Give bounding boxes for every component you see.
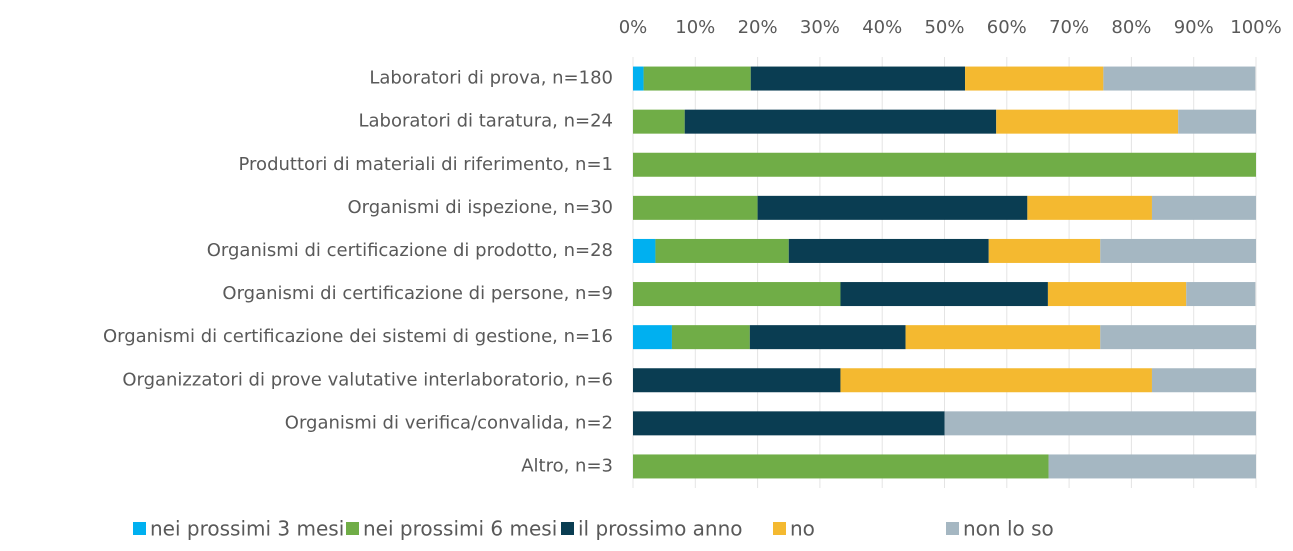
x-tick-label: 10% (675, 17, 715, 38)
bar-segment (633, 238, 656, 263)
bar-segment (840, 282, 1048, 307)
legend-swatch (133, 522, 146, 535)
y-tick-label: Produttori di materiali di riferimento, … (239, 154, 613, 175)
bar-segment (633, 282, 841, 307)
y-tick-label: Laboratori di prova, n=180 (369, 68, 613, 89)
legend-swatch (561, 522, 574, 535)
x-tick-label: 50% (924, 17, 964, 38)
y-tick-label: Organismi di certificazione dei sistemi … (103, 326, 613, 347)
bar-segment (1047, 282, 1187, 307)
y-tick-label: Laboratori di taratura, n=24 (358, 111, 613, 132)
bar-segment (1186, 282, 1256, 307)
x-tick-label: 100% (1230, 17, 1281, 38)
bar-segment (655, 238, 789, 263)
bar-segment (1100, 238, 1256, 263)
x-tick-label: 20% (738, 17, 778, 38)
y-tick-label: Organizzatori di prove valutative interl… (122, 369, 613, 390)
legend-label: non lo so (963, 517, 1054, 541)
bar-segment (944, 411, 1256, 436)
bar-segment (671, 325, 750, 350)
bar-segment (1178, 109, 1256, 134)
legend-swatch (346, 522, 359, 535)
bar-segment (633, 195, 758, 220)
bar-segment (905, 325, 1101, 350)
bar-segment (1151, 368, 1256, 393)
bar-segment (633, 454, 1049, 479)
bar-segment (750, 66, 966, 91)
y-tick-label: Organismi di certificazione di persone, … (222, 283, 613, 304)
x-tick-label: 0% (619, 17, 648, 38)
bar-segment (633, 66, 644, 91)
bar-segment (643, 66, 751, 91)
legend-label: no (790, 517, 815, 541)
bar-segment (788, 238, 989, 263)
bar-segment (633, 368, 841, 393)
bar-segment (965, 66, 1104, 91)
bar-segment (633, 109, 685, 134)
legend-label: il prossimo anno (578, 517, 743, 541)
x-tick-label: 80% (1111, 17, 1151, 38)
legend-swatch (773, 522, 786, 535)
legend-label: nei prossimi 6 mesi (363, 517, 557, 541)
legend-label: nei prossimi 3 mesi (150, 517, 344, 541)
bar-segment (633, 411, 945, 436)
bar-segment (1027, 195, 1152, 220)
bar-segment (840, 368, 1152, 393)
bar-segment (988, 238, 1101, 263)
bar-segment (1103, 66, 1256, 91)
x-tick-label: 70% (1049, 17, 1089, 38)
x-tick-label: 90% (1174, 17, 1214, 38)
x-tick-label: 40% (862, 17, 902, 38)
bar-segment (757, 195, 1028, 220)
bar-segment (1151, 195, 1256, 220)
bar-segment (996, 109, 1179, 134)
bar-segment (633, 325, 672, 350)
bar-segment (1100, 325, 1256, 350)
legend-swatch (946, 522, 959, 535)
bar-segment (633, 152, 1256, 177)
x-tick-label: 30% (800, 17, 840, 38)
y-tick-label: Organismi di certificazione di prodotto,… (207, 240, 613, 261)
y-tick-label: Organismi di verifica/convalida, n=2 (285, 412, 613, 433)
x-tick-label: 60% (987, 17, 1027, 38)
bar-segment (1048, 454, 1256, 479)
y-tick-label: Organismi di ispezione, n=30 (347, 197, 613, 218)
bar-segment (684, 109, 997, 134)
bar-segment (749, 325, 906, 350)
y-tick-label: Altro, n=3 (521, 455, 613, 476)
